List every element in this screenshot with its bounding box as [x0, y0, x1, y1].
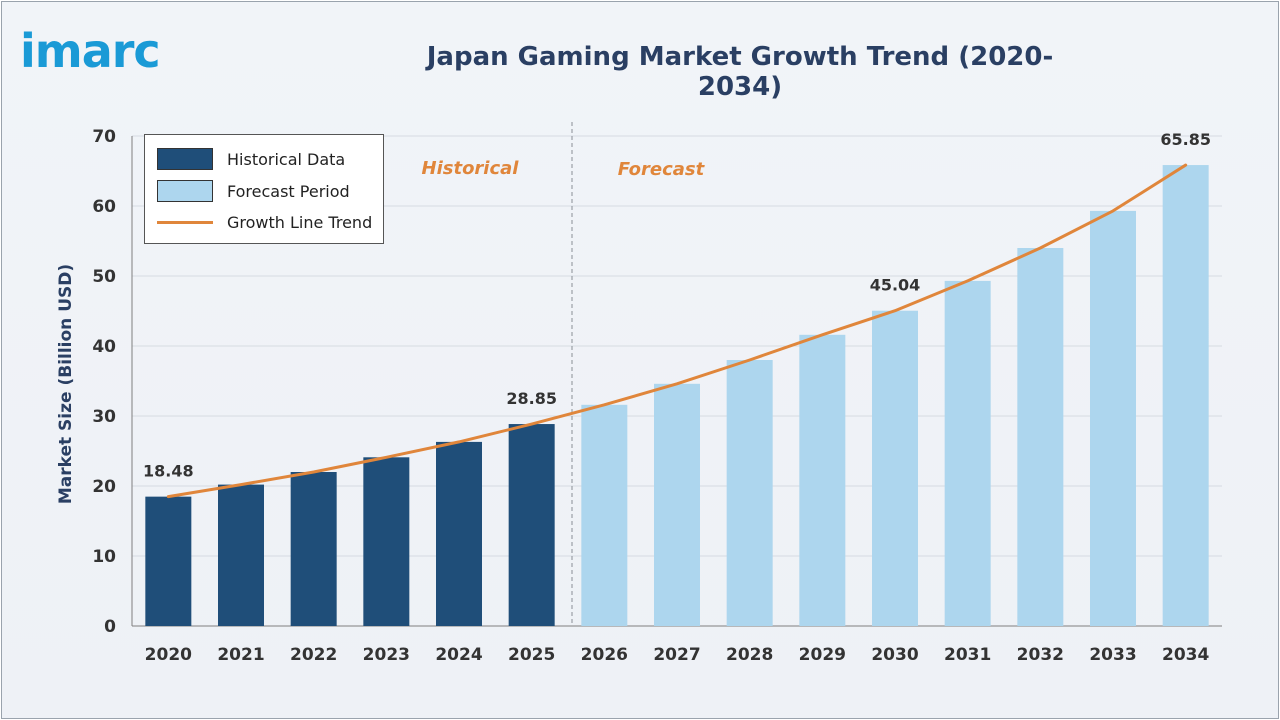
x-tick-label: 2033	[1089, 645, 1136, 665]
y-tick-label: 10	[92, 547, 116, 567]
y-tick-label: 50	[92, 267, 116, 287]
bar-historical	[145, 496, 192, 626]
chart-legend: Historical Data Forecast Period Growth L…	[144, 134, 384, 244]
bar-forecast	[581, 404, 628, 626]
y-tick-label: 40	[92, 337, 116, 357]
legend-label-historical: Historical Data	[227, 149, 346, 169]
legend-item-forecast: Forecast Period	[157, 179, 350, 203]
x-tick-label: 2027	[653, 645, 700, 665]
x-tick-label: 2034	[1162, 645, 1209, 665]
chart-title: Japan Gaming Market Growth Trend (2020-2…	[426, 42, 1054, 102]
legend-label-forecast: Forecast Period	[227, 181, 350, 201]
bar-forecast	[654, 383, 700, 626]
x-tick-label: 2022	[290, 645, 337, 665]
x-tick-label: 2020	[145, 645, 192, 665]
x-tick-label: 2028	[726, 645, 773, 665]
bar-forecast	[799, 334, 846, 626]
bar-historical	[290, 472, 337, 626]
imarc-logo: imarc	[20, 24, 161, 78]
data-label: 45.04	[870, 276, 921, 295]
y-tick-label: 0	[104, 617, 116, 637]
bar-historical	[218, 484, 264, 626]
bar-forecast	[1090, 210, 1136, 626]
section-label-historical: Historical	[422, 158, 520, 179]
y-tick-label: 70	[92, 127, 116, 147]
bar-forecast	[944, 280, 991, 626]
x-tick-label: 2024	[435, 645, 482, 665]
legend-item-trend: Growth Line Trend	[157, 210, 372, 234]
bar-historical	[436, 441, 482, 626]
bar-forecast	[872, 310, 918, 626]
bar-historical	[508, 424, 555, 626]
bar-historical	[363, 457, 410, 626]
bar-forecast	[726, 360, 773, 626]
x-tick-label: 2025	[508, 645, 555, 665]
growth-trend-line	[166, 163, 1188, 499]
x-tick-label: 2021	[217, 645, 264, 665]
data-label: 28.85	[506, 389, 557, 408]
x-tick-label: 2029	[799, 645, 846, 665]
x-tick-label: 2032	[1017, 645, 1064, 665]
x-tick-label: 2023	[363, 645, 410, 665]
bar-forecast	[1162, 165, 1209, 627]
data-label: 18.48	[143, 462, 194, 481]
x-tick-label: 2031	[944, 645, 991, 665]
legend-item-historical: Historical Data	[157, 147, 345, 171]
section-label-forecast: Forecast	[618, 159, 706, 180]
data-label: 65.85	[1160, 130, 1211, 149]
x-tick-label: 2030	[871, 645, 918, 665]
y-axis-title: Market Size (Billion USD)	[56, 264, 76, 504]
legend-line-trend	[157, 220, 213, 224]
x-tick-label: 2026	[581, 645, 628, 665]
y-tick-label: 30	[92, 407, 116, 427]
y-tick-label: 20	[92, 477, 116, 497]
legend-label-trend: Growth Line Trend	[227, 212, 373, 232]
legend-swatch-historical	[157, 148, 213, 170]
legend-swatch-forecast	[157, 180, 213, 202]
bar-forecast	[1017, 248, 1064, 626]
y-tick-label: 60	[92, 197, 116, 217]
